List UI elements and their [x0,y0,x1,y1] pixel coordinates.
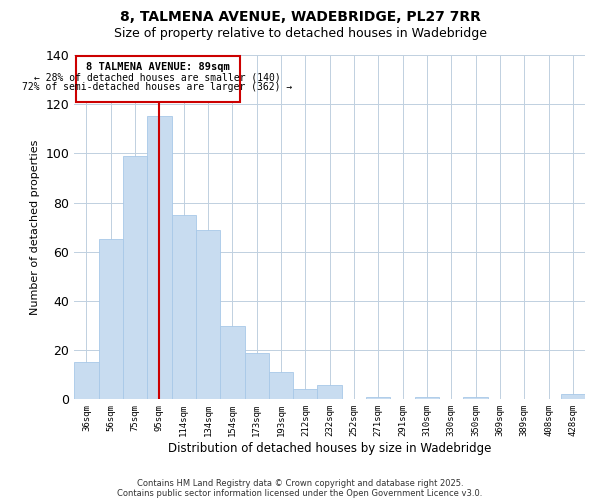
Text: 72% of semi-detached houses are larger (362) →: 72% of semi-detached houses are larger (… [22,82,293,92]
Bar [147,116,172,400]
Text: ← 28% of detached houses are smaller (140): ← 28% of detached houses are smaller (14… [34,72,281,82]
Bar [269,372,293,400]
FancyBboxPatch shape [76,56,239,102]
Text: 8 TALMENA AVENUE: 89sqm: 8 TALMENA AVENUE: 89sqm [86,62,229,72]
Bar [98,240,123,400]
Bar [366,397,391,400]
Bar [293,390,317,400]
Bar [172,215,196,400]
Bar [463,397,488,400]
Bar [317,384,342,400]
Bar [560,394,585,400]
X-axis label: Distribution of detached houses by size in Wadebridge: Distribution of detached houses by size … [168,442,491,455]
Text: 8, TALMENA AVENUE, WADEBRIDGE, PL27 7RR: 8, TALMENA AVENUE, WADEBRIDGE, PL27 7RR [119,10,481,24]
Text: Contains public sector information licensed under the Open Government Licence v3: Contains public sector information licen… [118,488,482,498]
Bar [74,362,98,400]
Bar [123,156,147,400]
Text: Size of property relative to detached houses in Wadebridge: Size of property relative to detached ho… [113,28,487,40]
Bar [245,352,269,400]
Bar [415,397,439,400]
Bar [196,230,220,400]
Bar [220,326,245,400]
Y-axis label: Number of detached properties: Number of detached properties [30,140,40,315]
Text: Contains HM Land Registry data © Crown copyright and database right 2025.: Contains HM Land Registry data © Crown c… [137,478,463,488]
